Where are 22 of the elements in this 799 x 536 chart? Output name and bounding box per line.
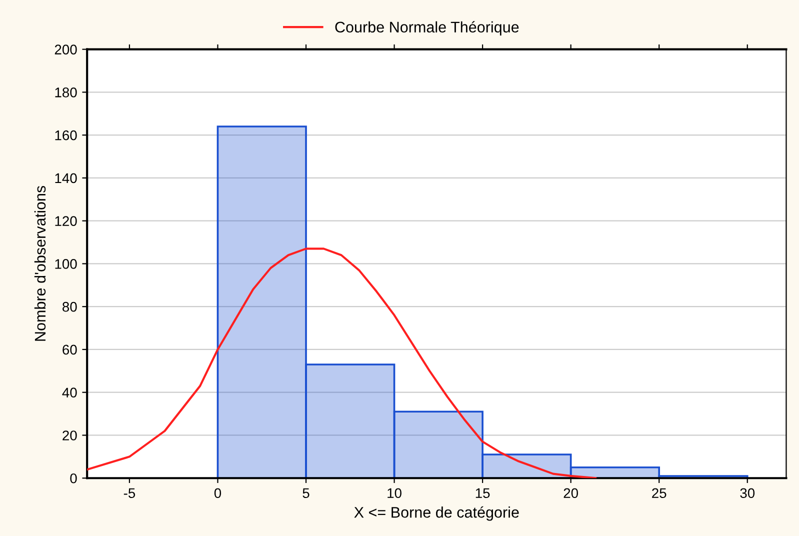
y-tick-label: 120	[55, 216, 77, 226]
x-tick-label: 20	[564, 488, 578, 498]
y-tick-label: 140	[55, 173, 77, 184]
x-tick-label: 30	[740, 488, 755, 498]
y-tick-label: 0	[70, 473, 77, 484]
x-tick-label: 0	[214, 488, 222, 498]
y-tick-label: 40	[62, 388, 77, 398]
y-axis-title: Nombre d'observations	[34, 186, 46, 341]
legend-label: Courbe Normale Théorique	[335, 21, 519, 36]
y-tick-label: 20	[62, 430, 77, 440]
x-tick-label: 15	[476, 488, 490, 498]
x-tick-label: 5	[302, 488, 310, 498]
y-tick-label: 160	[55, 130, 77, 140]
x-tick-label: 25	[652, 488, 666, 498]
y-tick-label: 80	[62, 302, 77, 312]
x-axis-title: X <= Borne de catégorie	[354, 506, 519, 521]
x-tick-label: 10	[388, 488, 402, 498]
y-tick-label: 100	[55, 259, 77, 269]
y-tick-label: 200	[54, 44, 77, 54]
x-tick-label: -5	[124, 488, 136, 498]
y-tick-label: 60	[62, 344, 77, 355]
y-tick-label: 180	[55, 88, 77, 98]
